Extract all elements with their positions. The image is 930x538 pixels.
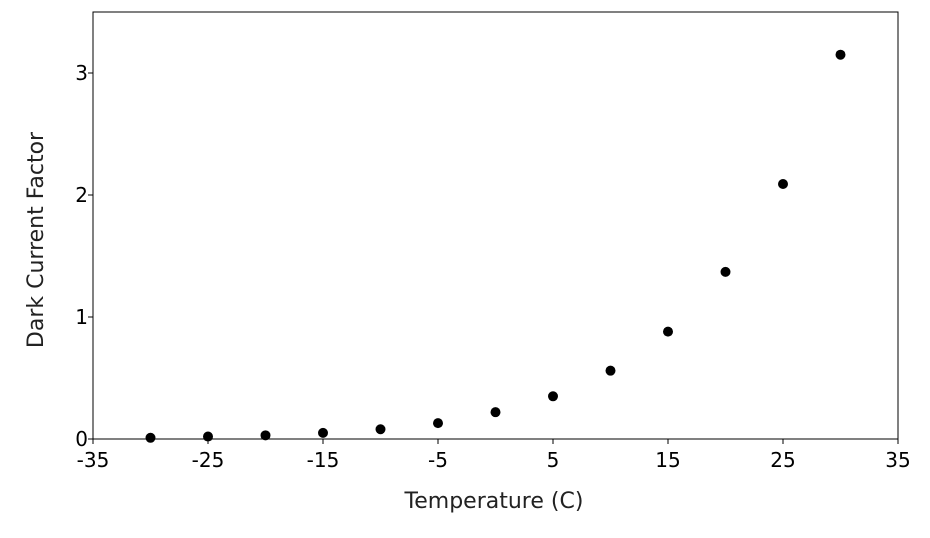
x-tick-label: 5	[547, 448, 560, 472]
data-point	[490, 407, 501, 418]
data-point	[433, 418, 443, 429]
x-axis-ticks: -35 -25 -15 -5 5 15 25 35	[77, 439, 911, 472]
data-points	[145, 49, 846, 443]
data-point	[318, 427, 328, 438]
data-point	[835, 49, 846, 60]
data-point	[720, 266, 731, 277]
data-point	[605, 365, 616, 376]
y-axis-ticks: 0 1 2 3	[75, 61, 93, 451]
data-point	[145, 432, 156, 443]
y-axis-label: Dark Current Factor	[24, 131, 49, 348]
data-point	[260, 430, 271, 441]
data-point	[375, 424, 386, 435]
data-point	[548, 391, 558, 402]
data-point	[663, 326, 673, 337]
y-tick-label: 3	[75, 61, 88, 85]
x-tick-label: -25	[192, 448, 225, 472]
data-point	[778, 179, 788, 190]
x-tick-label: 25	[770, 448, 795, 472]
x-tick-label: 15	[655, 448, 680, 472]
y-tick-label: 1	[75, 305, 88, 329]
x-tick-label: -5	[428, 448, 448, 472]
plot-frame	[92, 11, 899, 440]
x-tick-label: 35	[885, 448, 910, 472]
y-tick-label: 2	[75, 183, 88, 207]
x-axis-label: Temperature (C)	[404, 489, 584, 514]
x-tick-label: -35	[77, 448, 110, 472]
x-tick-label: -15	[307, 448, 340, 472]
data-point	[203, 431, 213, 442]
y-tick-label: 0	[75, 427, 88, 451]
